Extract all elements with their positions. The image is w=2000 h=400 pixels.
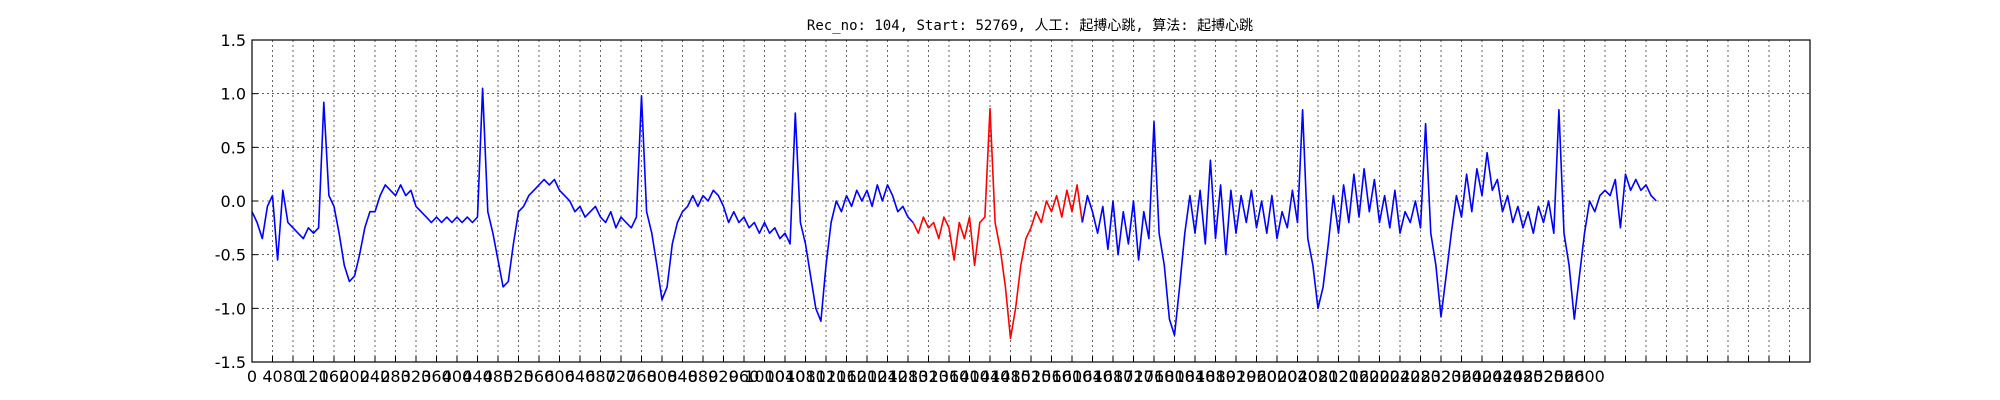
x-tick-label: 2000 <box>1257 367 1298 386</box>
x-tick-label: 1760 <box>1134 367 1175 386</box>
x-tick-label: 720 <box>606 367 637 386</box>
x-tick-label: 1720 <box>1113 367 1154 386</box>
series-line-2 <box>1081 109 1657 336</box>
x-tick-label: 2240 <box>1380 367 1421 386</box>
x-tick-label: 1120 <box>806 367 847 386</box>
x-tick-label: 1920 <box>1216 367 1257 386</box>
x-tick-label: 1200 <box>847 367 888 386</box>
x-tick-label: 640 <box>565 367 596 386</box>
x-tick-label: 2560 <box>1544 367 1585 386</box>
x-tick-label: 1440 <box>970 367 1011 386</box>
x-tick-label: 240 <box>360 367 391 386</box>
x-tick-label: 1800 <box>1154 367 1195 386</box>
x-tick-label: 440 <box>462 367 493 386</box>
x-tick-label: 2160 <box>1339 367 1380 386</box>
x-tick-label: 2520 <box>1523 367 1564 386</box>
x-tick-label: 680 <box>585 367 616 386</box>
x-tick-label: 840 <box>667 367 698 386</box>
x-tick-label: 560 <box>524 367 555 386</box>
y-tick-label: 0.0 <box>221 192 246 211</box>
x-tick-label: 1160 <box>826 367 867 386</box>
x-tick-label: 200 <box>339 367 370 386</box>
x-tick-label: 2480 <box>1503 367 1544 386</box>
x-tick-label: 1480 <box>990 367 1031 386</box>
x-tick-label: 1960 <box>1236 367 1277 386</box>
x-tick-label: 280 <box>380 367 411 386</box>
x-tick-label: 800 <box>647 367 678 386</box>
series-line-0 <box>251 87 914 322</box>
x-tick-label: 600 <box>544 367 575 386</box>
y-tick-label: -1.0 <box>215 299 246 318</box>
x-tick-label: 2040 <box>1277 367 1318 386</box>
x-tick-label: 1640 <box>1072 367 1113 386</box>
x-tick-label: 2080 <box>1298 367 1339 386</box>
x-tick-label: 400 <box>442 367 473 386</box>
x-tick-label: 2360 <box>1441 367 1482 386</box>
x-tick-label: 1560 <box>1031 367 1072 386</box>
x-tick-label: 1080 <box>785 367 826 386</box>
x-tick-label: 1400 <box>949 367 990 386</box>
x-tick-label: 1360 <box>929 367 970 386</box>
x-tick-label: 2320 <box>1421 367 1462 386</box>
x-tick-label: 1240 <box>867 367 908 386</box>
x-tick-label: 2400 <box>1462 367 1503 386</box>
y-tick-label: 1.0 <box>221 85 246 104</box>
series-line-1 <box>912 107 1084 340</box>
x-tick-label: 480 <box>483 367 514 386</box>
x-tick-label: 40 <box>262 367 282 386</box>
x-tick-label: 0 <box>247 367 257 386</box>
x-tick-label: 1840 <box>1175 367 1216 386</box>
x-tick-label: 1280 <box>888 367 929 386</box>
x-axis: 0 40 8012016020024028032036040044048052056… <box>247 356 1811 386</box>
x-tick-label: 880 <box>688 367 719 386</box>
y-tick-label: 0.5 <box>221 138 246 157</box>
y-tick-label: -0.5 <box>215 246 246 265</box>
x-tick-label: 2280 <box>1400 367 1441 386</box>
x-tick-label: 920 <box>708 367 739 386</box>
y-axis: 1.5 1.0 0.5 0.0 -0.5 -1.0 -1.5 <box>215 31 258 372</box>
x-tick-label: 1040 <box>765 367 806 386</box>
x-tick-label: 2200 <box>1359 367 1400 386</box>
x-tick-label: 520 <box>503 367 534 386</box>
x-tick-label: 960 <box>729 367 760 386</box>
x-tick-label: 1600 <box>1052 367 1093 386</box>
x-tick-label: 80 <box>283 367 303 386</box>
series-layer <box>251 87 1657 340</box>
x-tick-label: 760 <box>626 367 657 386</box>
x-tick-label: 2440 <box>1482 367 1523 386</box>
x-tick-label: 1880 <box>1195 367 1236 386</box>
x-tick-label: 160 <box>319 367 350 386</box>
x-tick-label: 360 <box>421 367 452 386</box>
x-tick-label: 1680 <box>1093 367 1134 386</box>
y-tick-label: 1.5 <box>221 31 246 50</box>
x-tick-label: 1000 <box>744 367 785 386</box>
x-tick-label: 1320 <box>908 367 949 386</box>
x-tick-label: 2600 <box>1564 367 1605 386</box>
x-tick-label: 120 <box>298 367 329 386</box>
chart-title: Rec_no: 104, Start: 52769, 人工: 起搏心跳, 算法:… <box>807 17 1253 34</box>
x-tick-label: 2120 <box>1318 367 1359 386</box>
x-tick-label: 1520 <box>1011 367 1052 386</box>
x-tick-label: 320 <box>401 367 432 386</box>
y-tick-label: -1.5 <box>215 353 246 372</box>
grid <box>251 39 1811 363</box>
